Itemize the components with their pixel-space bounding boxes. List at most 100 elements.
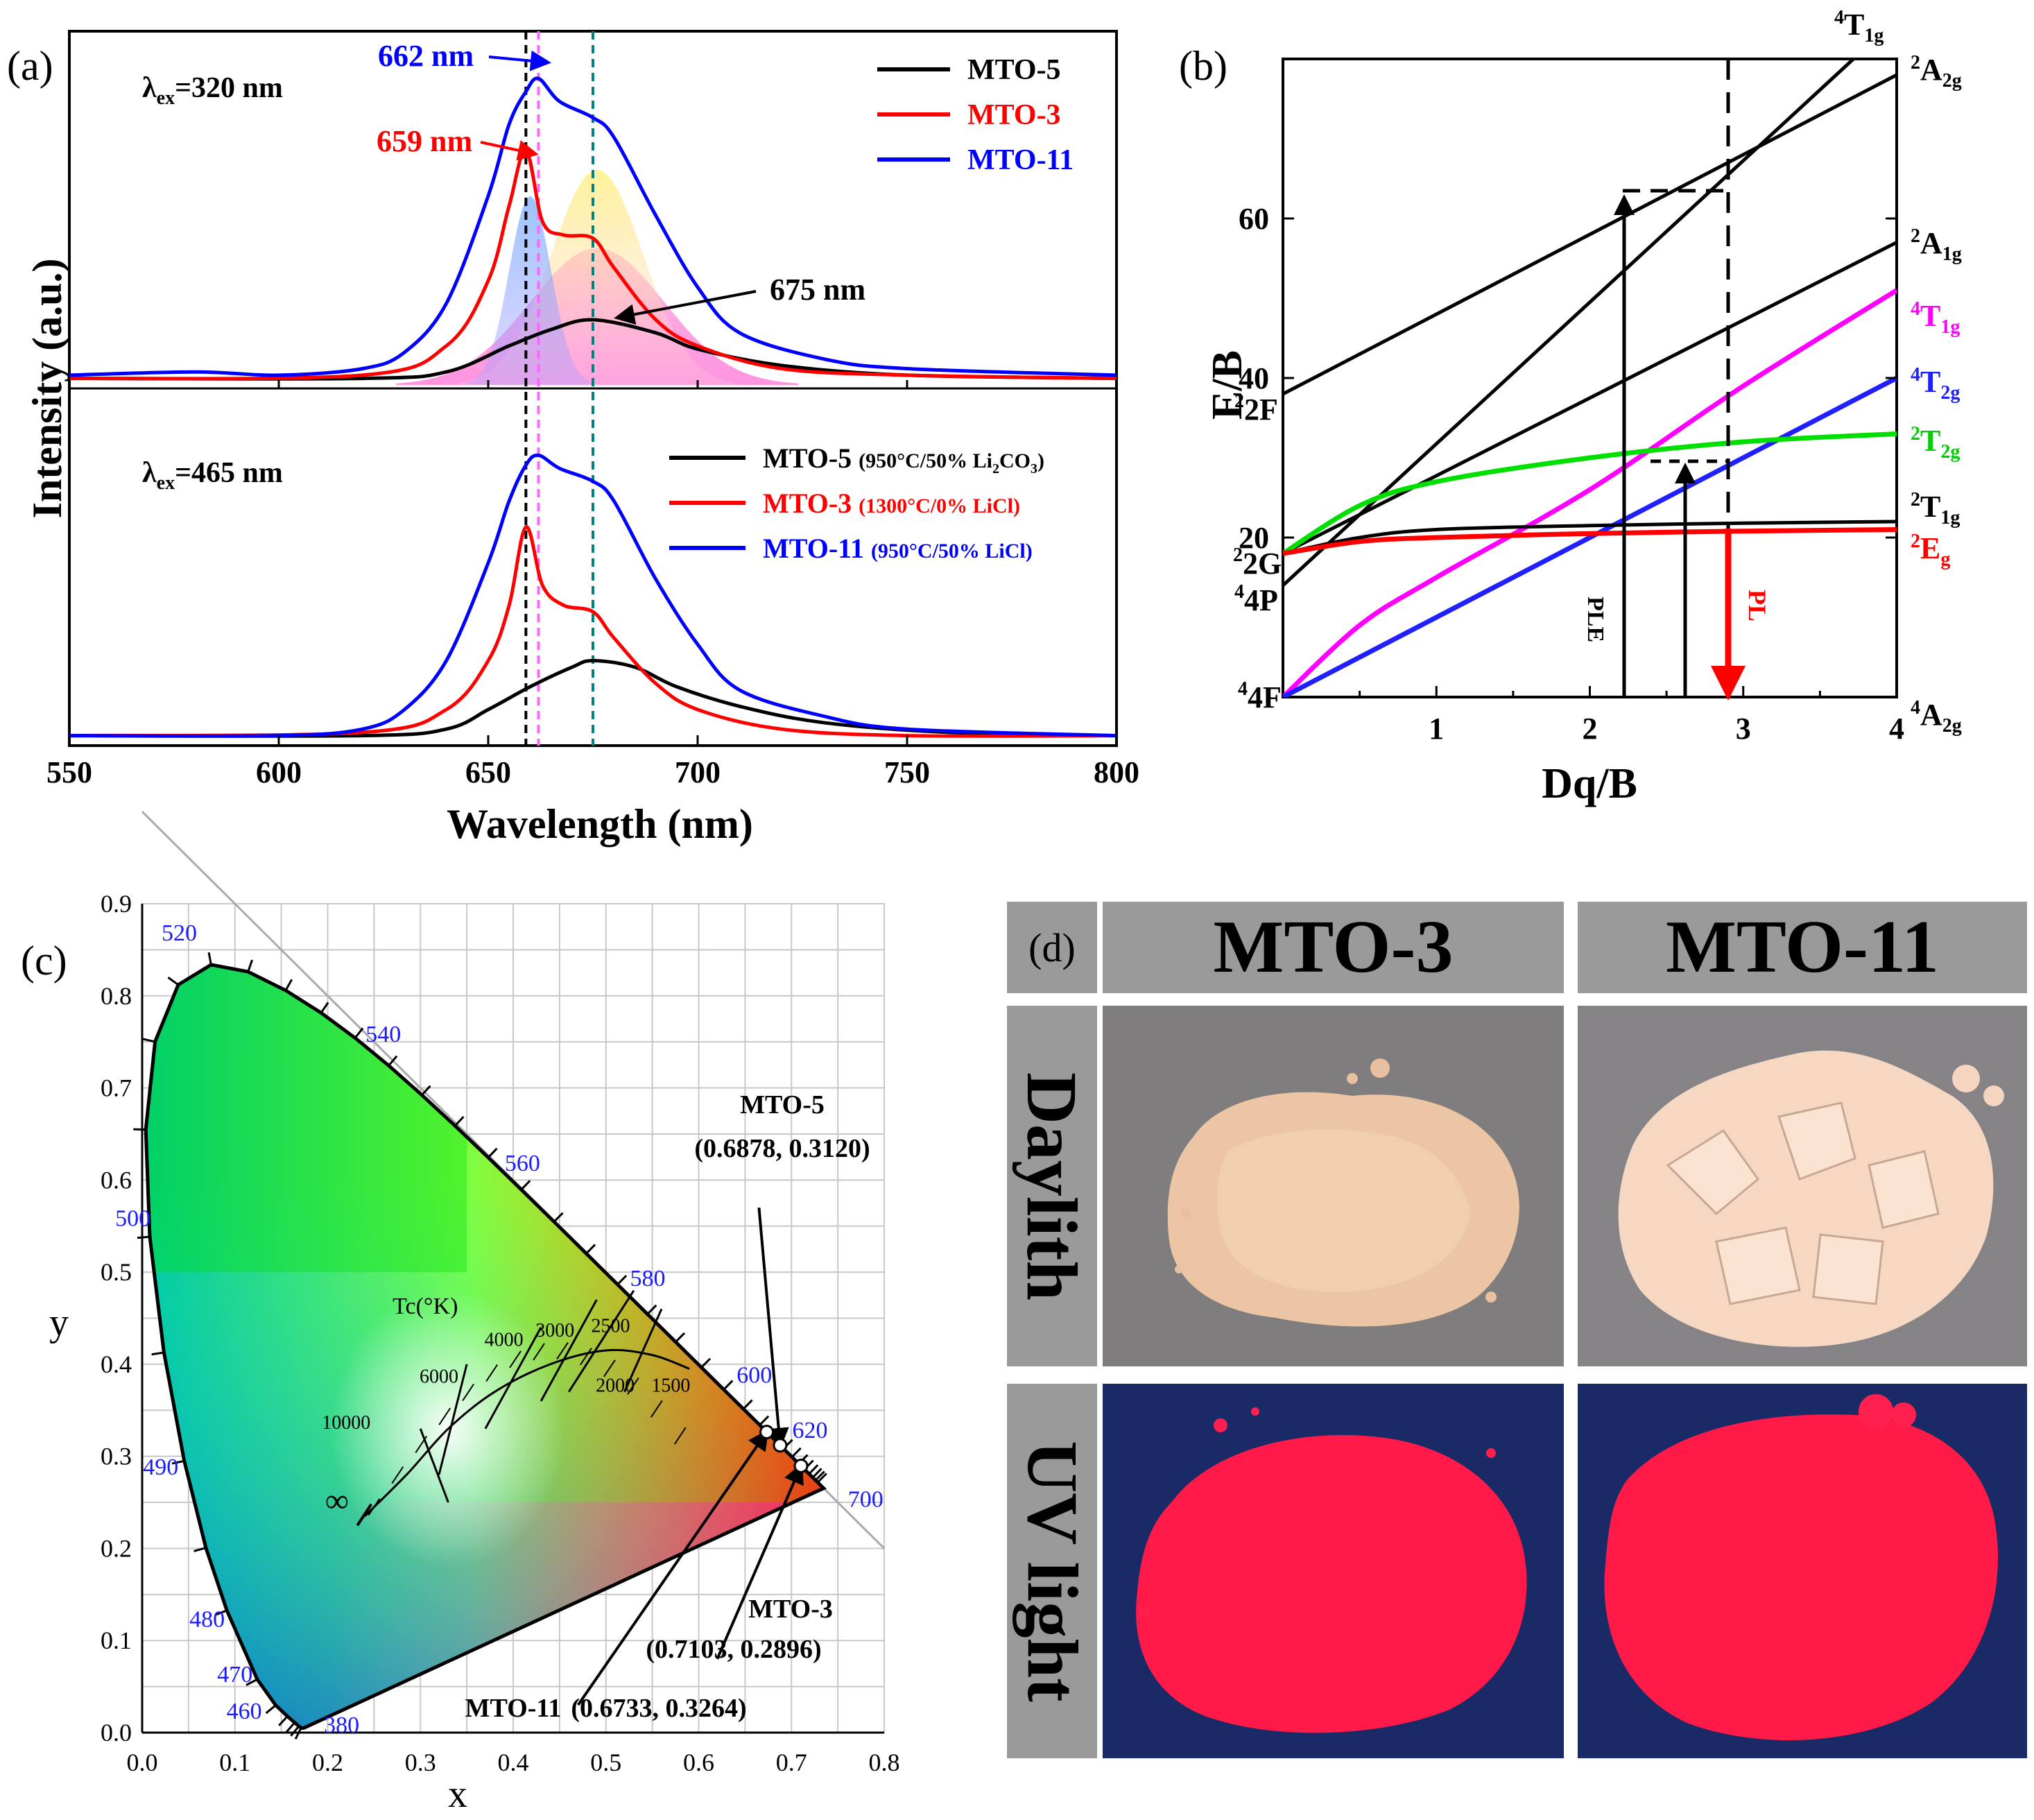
tc-label-6000: 6000	[420, 1366, 458, 1387]
panel-d-label: (d)	[1028, 925, 1076, 970]
legend-bottom-mto3: MTO-3 (1300°C/0% LiCl)	[763, 488, 1020, 519]
c-y-tick-0.3: 0.3	[101, 1443, 132, 1470]
column-header-mto3: MTO-3	[1103, 902, 1564, 993]
term-2G: 2G	[1243, 547, 1282, 581]
b-x-tick-4: 4	[1889, 712, 1904, 746]
tc-label-∞: ∞	[325, 1482, 349, 1519]
ple-label: PLE	[1583, 596, 1608, 642]
mto5-name: MTO-5	[740, 1090, 825, 1119]
term-4F: 4F	[1248, 680, 1282, 714]
photo-mto3-daylight	[1103, 1006, 1564, 1366]
c-x-tick-0.2: 0.2	[312, 1749, 343, 1776]
ts-line-5	[1283, 431, 1897, 556]
panel-c-label: (c)	[21, 938, 67, 984]
wavelength-label-480: 480	[189, 1606, 225, 1632]
svg-text:2A1g: 2A1g	[1911, 225, 1962, 265]
peak-arrow-662	[488, 50, 551, 71]
mto11-coords: (0.6733, 0.3264)	[571, 1694, 746, 1723]
legend-top-mto11: MTO-11	[967, 144, 1074, 176]
photo-mto3-uv	[1103, 1384, 1564, 1758]
tc-label-1500: 1500	[651, 1375, 690, 1397]
legend-bottom: MTO-5 (950°C/50% Li2CO3) MTO-3 (1300°C/0% …	[669, 443, 1044, 564]
x-tick-800: 800	[1094, 755, 1139, 789]
row-header-daylight: Daylith	[1012, 1072, 1092, 1300]
ts-line-0	[1283, 59, 1856, 587]
c-x-tick-0.6: 0.6	[683, 1749, 714, 1776]
x-axis-label: Wavelength (nm)	[447, 801, 753, 847]
legend-top-mto3: MTO-3	[967, 99, 1061, 131]
panel-b-tanabe-sugano: (b) 1 2 3 4 20 40 60 Dq/B E/B PLE PL 22F 22G 4…	[1179, 7, 1962, 807]
ts-line-2	[1283, 241, 1897, 556]
wavelength-label-520: 520	[162, 920, 197, 946]
b-x-tick-2: 2	[1583, 712, 1598, 746]
series-bottom-mto-3	[69, 525, 1117, 738]
svg-text:44F: 44F	[1238, 678, 1282, 714]
b-x-tick-3: 3	[1736, 712, 1751, 746]
wavelength-label-490: 490	[143, 1454, 178, 1480]
svg-text:44P: 44P	[1234, 581, 1278, 617]
b-y-axis-label: E/B	[1204, 350, 1251, 420]
tc-label-4000: 4000	[485, 1329, 524, 1350]
panel-c-cie: (c) 0.0 0.1 0.2 0.3 0.4 0.5 0.6 0.7 0.8 0.0 0.1 0.2…	[21, 811, 900, 1816]
svg-text:4T2g: 4T2g	[1911, 364, 1960, 404]
c-y-axis-label: y	[49, 1301, 69, 1344]
term-2F: 2F	[1244, 393, 1278, 427]
x-tick-650: 650	[465, 755, 511, 789]
tc-label-10000: 10000	[322, 1412, 370, 1434]
peak-label-675: 675 nm	[770, 273, 865, 307]
legend-top: MTO-5 MTO-3 MTO-11	[877, 54, 1074, 176]
row-header-daylight-box: Daylith	[1007, 1006, 1097, 1366]
c-x-tick-0.4: 0.4	[498, 1749, 529, 1776]
panel-b-label: (b)	[1179, 43, 1227, 89]
wavelength-label-470: 470	[217, 1662, 252, 1688]
mto5-coords: (0.6878, 0.3120)	[694, 1134, 870, 1163]
peak-label-659: 659 nm	[377, 124, 472, 158]
pl-label: PL	[1743, 590, 1771, 621]
b-left-terms: 22F 22G 44P 44F	[1233, 390, 1282, 714]
b-right-terms: 4T1g 2A2g 2A1g 4T1g 4T2g 2T2g 2T1g 2Eg 4…	[1834, 7, 1962, 737]
svg-text:2A2g: 2A2g	[1911, 52, 1962, 92]
x-tick-550: 550	[46, 755, 92, 789]
svg-text:4A2g: 4A2g	[1911, 697, 1962, 737]
ts-line-4	[1283, 375, 1897, 697]
c-x-axis-label: x	[448, 1773, 467, 1816]
row-header-uv-box: UV light	[1007, 1384, 1097, 1758]
x-tick-700: 700	[675, 755, 721, 789]
svg-text:4T1g: 4T1g	[1834, 7, 1884, 46]
c-y-tick-0.8: 0.8	[101, 982, 132, 1010]
legend-top-mto5: MTO-5	[967, 54, 1061, 86]
b-y-tick-20: 20	[1239, 521, 1269, 555]
c-x-tick-0.3: 0.3	[405, 1749, 436, 1776]
wavelength-label-620: 620	[793, 1418, 828, 1443]
tc-label-3000: 3000	[535, 1320, 574, 1341]
series-top-mto-3	[69, 148, 1117, 381]
c-y-tick-0.7: 0.7	[101, 1074, 132, 1102]
ts-line-1	[1283, 73, 1897, 396]
b-x-tick-1: 1	[1429, 712, 1444, 746]
svg-text:2T1g: 2T1g	[1911, 489, 1960, 529]
term-4P: 4P	[1244, 583, 1278, 617]
legend-bottom-mto11: MTO-11 (950°C/50% LiCl)	[763, 533, 1033, 564]
peak-arrow-675	[614, 290, 757, 325]
excitation-label-bottom: λex=465 nm	[142, 457, 283, 494]
c-x-tick-0.1: 0.1	[219, 1749, 250, 1776]
panel-d-label-box: (d)	[1007, 902, 1097, 993]
mto3-name: MTO-3	[748, 1595, 833, 1624]
c-x-tick-0.8: 0.8	[869, 1749, 900, 1776]
wavelength-label-500: 500	[115, 1206, 150, 1232]
ts-line-6	[1283, 520, 1897, 556]
tc-label-2000: 2000	[596, 1375, 635, 1397]
arrow-mto-3	[716, 1462, 804, 1660]
tc-label-2500: 2500	[591, 1315, 630, 1337]
wavelength-label-700: 700	[848, 1487, 884, 1513]
planckian-locus	[363, 1348, 690, 1518]
tc-label: Tc(°K)	[393, 1294, 458, 1319]
column-header-mto11: MTO-11	[1578, 902, 2027, 993]
c-y-tick-0.6: 0.6	[101, 1166, 132, 1194]
x-tick-600: 600	[256, 755, 302, 789]
c-x-tick-0.0: 0.0	[127, 1749, 158, 1776]
peak-arrow-659	[480, 140, 539, 161]
mto3-coords: (0.7103, 0.2896)	[646, 1635, 821, 1664]
row-header-uv: UV light	[1012, 1440, 1092, 1702]
wavelength-label-580: 580	[630, 1266, 665, 1291]
